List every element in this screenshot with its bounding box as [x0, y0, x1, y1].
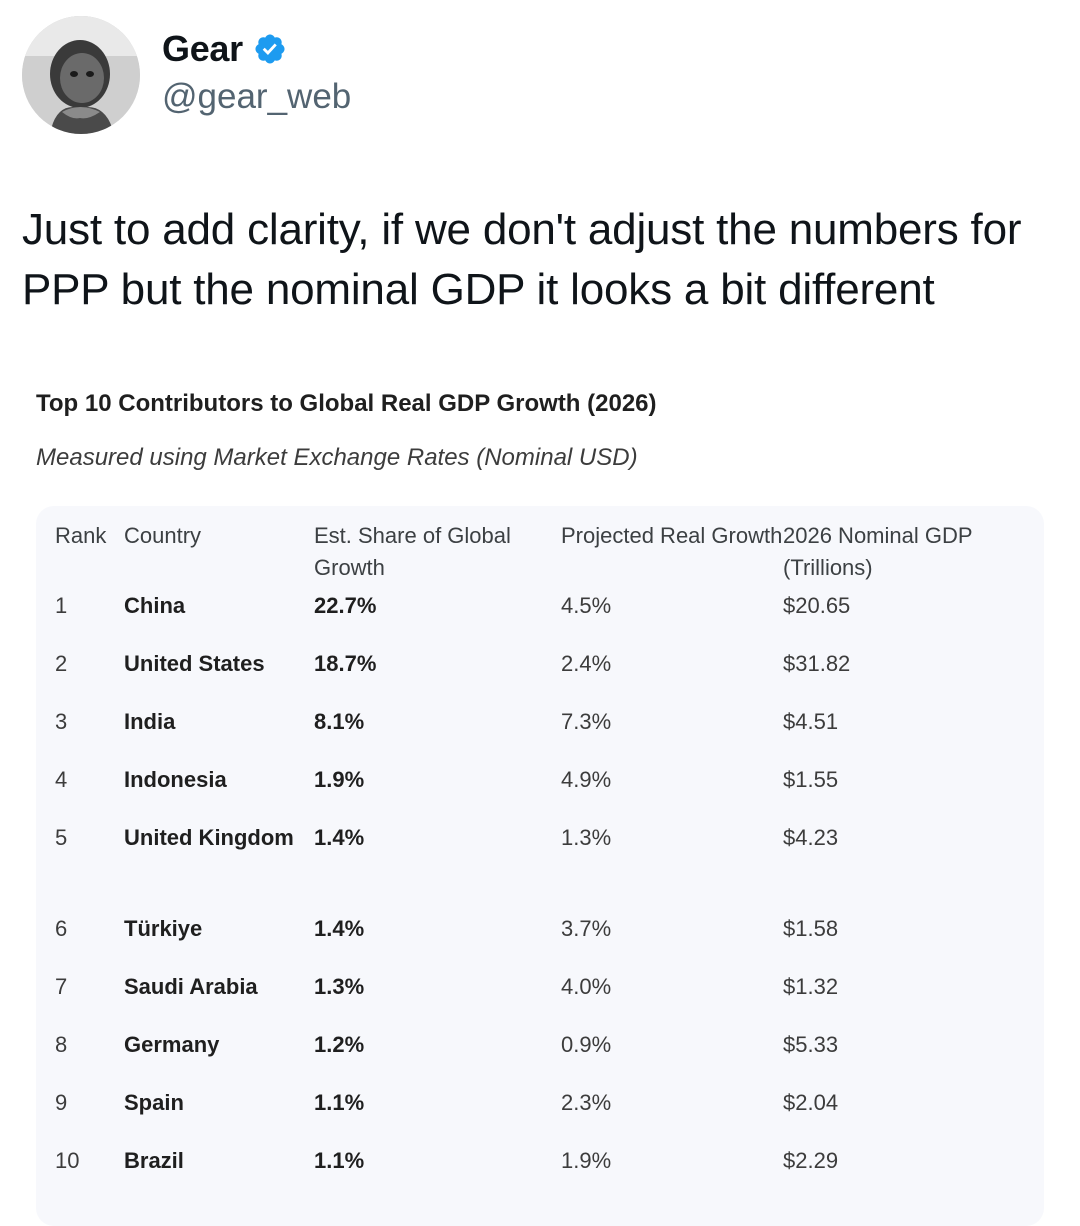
table-row: 10 Brazil 1.1% 1.9% $2.29 — [36, 1145, 1044, 1203]
cell-growth: 4.5% — [561, 593, 612, 618]
cell-country: United Kingdom — [124, 825, 294, 850]
tweet-text: Just to add clarity, if we don't adjust … — [22, 205, 1022, 314]
cell-country: China — [124, 593, 186, 618]
cell-rank: 10 — [55, 1148, 80, 1173]
cell-growth: 3.7% — [561, 916, 612, 941]
cell-growth: 4.9% — [561, 767, 612, 792]
cell-growth: 7.3% — [561, 709, 612, 734]
cell-gdp: $1.32 — [783, 974, 839, 999]
avatar[interactable] — [22, 16, 140, 134]
cell-share: 1.3% — [314, 974, 365, 999]
header-country: Country — [124, 523, 202, 548]
cell-share: 1.2% — [314, 1032, 365, 1057]
embed-title: Top 10 Contributors to Global Real GDP G… — [36, 390, 657, 417]
table-header-row: Rank Country Est. Share of Global Growth… — [36, 506, 1044, 590]
cell-rank: 2 — [55, 651, 68, 676]
cell-gdp: $4.23 — [783, 825, 839, 850]
cell-rank: 6 — [55, 916, 68, 941]
cell-growth: 2.3% — [561, 1090, 612, 1115]
cell-gdp: $1.55 — [783, 767, 839, 792]
table-row: 4 Indonesia 1.9% 4.9% $1.55 — [36, 764, 1044, 822]
cell-growth: 2.4% — [561, 651, 612, 676]
cell-gdp: $2.04 — [783, 1090, 839, 1115]
cell-rank: 7 — [55, 974, 68, 999]
author-display-name[interactable]: Gear — [162, 28, 243, 69]
cell-rank: 3 — [55, 709, 68, 734]
cell-growth: 1.3% — [561, 825, 612, 850]
author-identity: Gear @gear_web — [162, 27, 351, 117]
cell-rank: 8 — [55, 1032, 68, 1057]
cell-share: 1.4% — [314, 916, 365, 941]
header-growth: Projected Real Growth — [561, 523, 783, 548]
avatar-photo-icon — [22, 16, 140, 134]
table-row: 6 Türkiye 1.4% 3.7% $1.58 — [36, 913, 1044, 971]
cell-country: India — [124, 709, 176, 734]
gdp-table: Rank Country Est. Share of Global Growth… — [36, 506, 1044, 1203]
cell-country: Spain — [124, 1090, 184, 1115]
cell-share: 1.4% — [314, 825, 365, 850]
table-row: 5 United Kingdom 1.4% 1.3% $4.23 — [36, 822, 1044, 913]
cell-rank: 5 — [55, 825, 68, 850]
cell-country: Germany — [124, 1032, 220, 1057]
table-row: 9 Spain 1.1% 2.3% $2.04 — [36, 1087, 1044, 1145]
cell-growth: 0.9% — [561, 1032, 612, 1057]
cell-rank: 1 — [55, 593, 68, 618]
cell-share: 1.1% — [314, 1090, 365, 1115]
cell-gdp: $2.29 — [783, 1148, 839, 1173]
cell-rank: 9 — [55, 1090, 68, 1115]
cell-share: 8.1% — [314, 709, 365, 734]
gdp-table-card: Rank Country Est. Share of Global Growth… — [36, 506, 1044, 1226]
cell-growth: 1.9% — [561, 1148, 612, 1173]
author-handle[interactable]: @gear_web — [162, 77, 352, 116]
verified-badge-icon[interactable] — [253, 32, 287, 66]
cell-country: Türkiye — [124, 916, 203, 941]
cell-share: 1.1% — [314, 1148, 365, 1173]
cell-country: Saudi Arabia — [124, 974, 258, 999]
post-header: Gear @gear_web — [22, 16, 351, 134]
cell-share: 22.7% — [314, 593, 377, 618]
table-row: 7 Saudi Arabia 1.3% 4.0% $1.32 — [36, 971, 1044, 1029]
cell-gdp: $1.58 — [783, 916, 839, 941]
cell-share: 1.9% — [314, 767, 365, 792]
name-row: Gear — [162, 27, 351, 71]
cell-gdp: $20.65 — [783, 593, 851, 618]
embed-subtitle: Measured using Market Exchange Rates (No… — [36, 444, 638, 471]
cell-country: Brazil — [124, 1148, 184, 1173]
header-share: Est. Share of Global Growth — [314, 523, 511, 580]
table-row: 3 India 8.1% 7.3% $4.51 — [36, 706, 1044, 764]
cell-growth: 4.0% — [561, 974, 612, 999]
cell-gdp: $31.82 — [783, 651, 851, 676]
header-gdp: 2026 Nominal GDP (Trillions) — [783, 523, 973, 580]
table-row: 1 China 22.7% 4.5% $20.65 — [36, 590, 1044, 648]
table-row: 2 United States 18.7% 2.4% $31.82 — [36, 648, 1044, 706]
cell-gdp: $5.33 — [783, 1032, 839, 1057]
table-row: 8 Germany 1.2% 0.9% $5.33 — [36, 1029, 1044, 1087]
table-body: 1 China 22.7% 4.5% $20.65 2 United States 18.7%… — [36, 590, 1044, 1203]
cell-share: 18.7% — [314, 651, 377, 676]
cell-rank: 4 — [55, 767, 68, 792]
cell-country: Indonesia — [124, 767, 227, 792]
cell-country: United States — [124, 651, 265, 676]
header-rank: Rank — [55, 523, 107, 548]
cell-gdp: $4.51 — [783, 709, 839, 734]
